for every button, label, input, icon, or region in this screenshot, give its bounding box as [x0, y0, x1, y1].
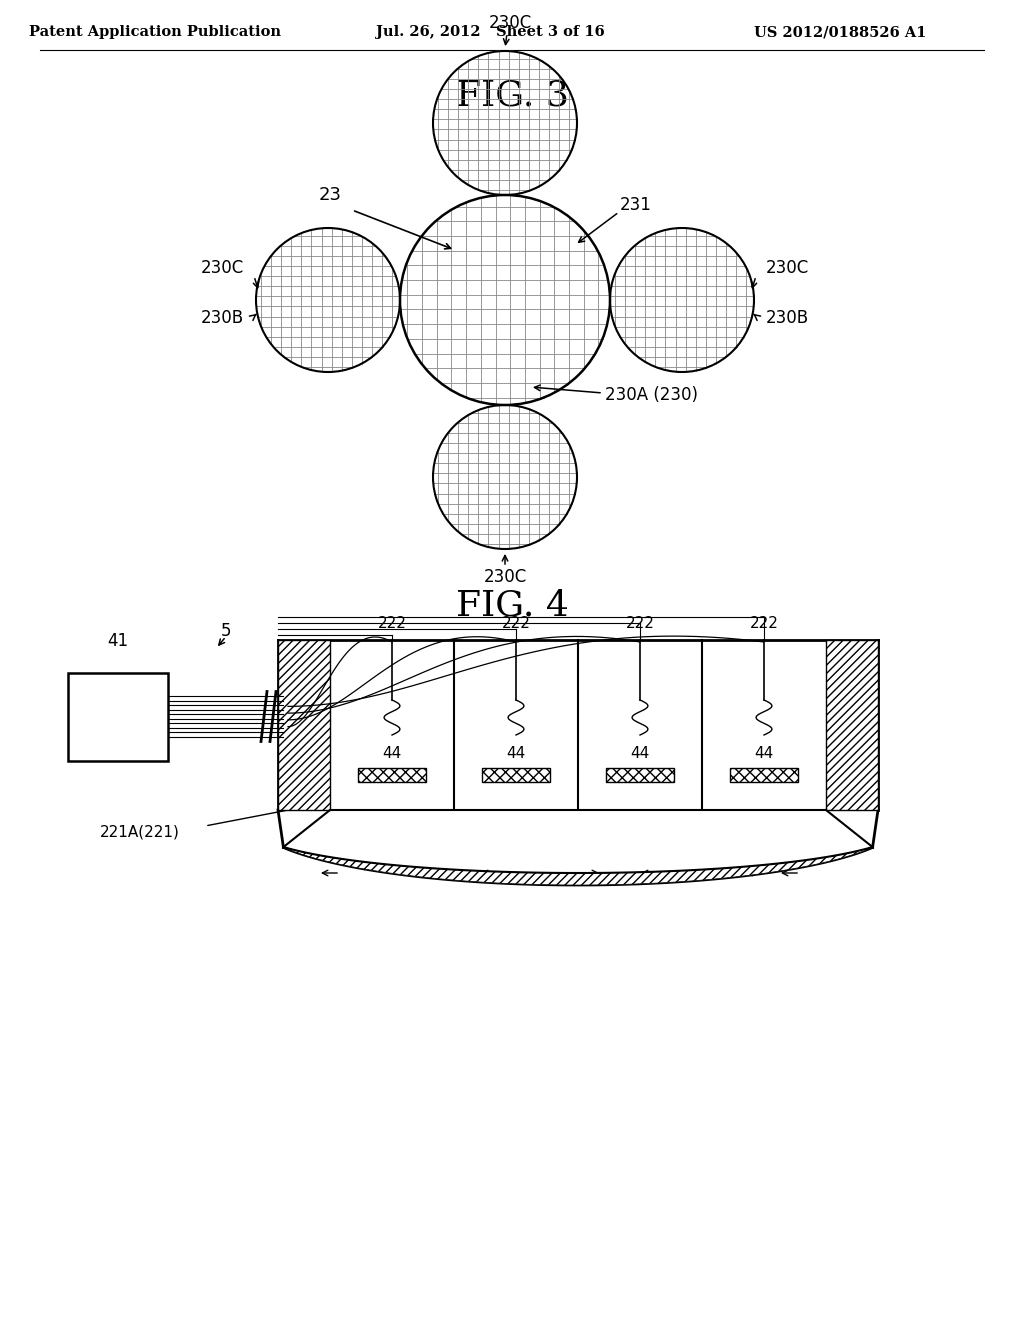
Polygon shape: [284, 847, 872, 884]
Bar: [358, 768, 426, 781]
Text: 222: 222: [750, 616, 778, 631]
Text: 23: 23: [318, 186, 341, 205]
Text: 44: 44: [382, 746, 401, 760]
Text: Patent Application Publication: Patent Application Publication: [29, 25, 281, 40]
Bar: [278, 640, 330, 810]
Text: 41: 41: [108, 631, 129, 649]
Text: 230B: 230B: [201, 309, 244, 327]
Text: 231: 231: [620, 195, 652, 214]
Bar: [482, 768, 550, 781]
Text: 230A (230): 230A (230): [605, 385, 698, 404]
Circle shape: [433, 51, 577, 195]
Text: 221A(221): 221A(221): [100, 825, 180, 840]
Bar: [482, 768, 550, 781]
Bar: [606, 768, 674, 781]
Text: FIG. 3: FIG. 3: [456, 78, 568, 112]
Text: 230B: 230B: [766, 309, 809, 327]
Bar: [730, 768, 798, 781]
Bar: [730, 768, 798, 781]
Bar: [826, 640, 878, 810]
Text: 222: 222: [626, 616, 654, 631]
Text: FIG. 4: FIG. 4: [456, 587, 568, 622]
Circle shape: [400, 195, 610, 405]
Bar: [68, 672, 168, 760]
Text: US 2012/0188526 A1: US 2012/0188526 A1: [754, 25, 927, 40]
Bar: [826, 640, 878, 810]
Circle shape: [610, 228, 754, 372]
Circle shape: [433, 405, 577, 549]
Text: 5: 5: [221, 622, 231, 639]
Text: 44: 44: [755, 746, 773, 760]
Bar: [606, 768, 674, 781]
Text: 230C: 230C: [483, 568, 526, 586]
Text: Jul. 26, 2012   Sheet 3 of 16: Jul. 26, 2012 Sheet 3 of 16: [376, 25, 604, 40]
Circle shape: [256, 228, 400, 372]
Text: 222: 222: [502, 616, 530, 631]
Text: 44: 44: [507, 746, 525, 760]
Text: 230C: 230C: [201, 259, 244, 277]
Text: 44: 44: [631, 746, 649, 760]
Text: 230C: 230C: [766, 259, 809, 277]
Bar: [278, 640, 330, 810]
Text: 222: 222: [378, 616, 407, 631]
Bar: [358, 768, 426, 781]
Text: 230C: 230C: [488, 15, 531, 32]
